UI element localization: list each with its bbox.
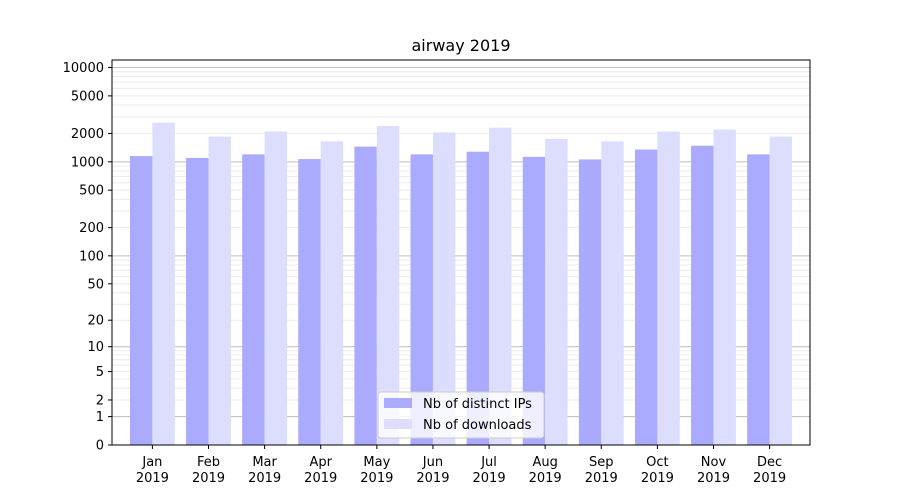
x-tick-label-month: Oct [646, 455, 668, 470]
x-tick-label-year: 2019 [585, 471, 618, 486]
bar-downloads [601, 141, 624, 445]
y-tick-label: 10000 [63, 61, 104, 76]
x-tick-label-month: Jul [480, 455, 497, 470]
x-tick-label-year: 2019 [248, 471, 281, 486]
x-tick-label-year: 2019 [360, 471, 393, 486]
x-tick-label-month: Mar [252, 455, 277, 470]
x-tick-label-year: 2019 [529, 471, 562, 486]
x-tick-label-year: 2019 [697, 471, 730, 486]
y-axis: 0 1 2 5 10 20 50 100 200 500 1000 2000 5000 10000 [63, 61, 112, 454]
bar-distinct-ips [634, 149, 658, 445]
x-tick-label-year: 2019 [304, 471, 337, 486]
bar-distinct-ips [242, 154, 265, 446]
x-tick-label-year: 2019 [136, 471, 169, 486]
chart-title: airway 2019 [412, 36, 511, 55]
bar-downloads [432, 132, 456, 445]
legend-label-distinct-ips: Nb of distinct IPs [423, 397, 532, 412]
x-tick-label-month: May [363, 455, 390, 470]
y-tick-label: 5000 [71, 89, 104, 104]
x-tick-label-year: 2019 [473, 471, 506, 486]
x-tick-label-year: 2019 [416, 471, 449, 486]
bar-downloads [208, 136, 231, 445]
bar-downloads [264, 131, 288, 445]
bar-downloads [657, 131, 680, 445]
y-tick-label: 5 [96, 365, 104, 380]
bar-distinct-ips [691, 145, 714, 446]
bar-downloads [713, 129, 736, 445]
legend-label-downloads: Nb of downloads [423, 418, 532, 433]
x-tick-label-year: 2019 [641, 471, 674, 486]
bar-distinct-ips [354, 146, 377, 445]
bar-distinct-ips [186, 157, 209, 446]
legend: Nb of distinct IPs Nb of downloads [377, 391, 545, 439]
x-axis: Jan2019Feb2019Mar2019Apr2019May2019Jun20… [136, 445, 786, 486]
bar-downloads [489, 127, 512, 445]
bar-downloads [376, 125, 400, 445]
x-tick-label-month: Nov [701, 455, 727, 470]
x-tick-label-year: 2019 [192, 471, 225, 486]
bar-downloads [152, 122, 175, 446]
y-tick-label: 1 [96, 410, 104, 425]
x-tick-label-year: 2019 [753, 471, 786, 486]
legend-swatch-distinct-ips [384, 398, 412, 408]
bar-downloads [769, 136, 793, 445]
bar-distinct-ips [747, 154, 770, 446]
y-tick-label: 200 [79, 221, 104, 236]
x-tick-label-month: Dec [757, 455, 782, 470]
x-tick-label-month: Feb [197, 455, 220, 470]
bars [129, 122, 793, 446]
legend-box [377, 391, 545, 439]
y-tick-label: 20 [87, 314, 104, 329]
x-tick-label-month: Sep [589, 455, 614, 470]
y-tick-label: 500 [79, 184, 104, 199]
bar-distinct-ips [129, 156, 153, 445]
x-tick-label-month: Apr [309, 455, 332, 470]
bar-distinct-ips [522, 156, 546, 445]
legend-swatch-downloads [384, 419, 412, 429]
bar-downloads [545, 138, 568, 445]
y-tick-label: 10 [87, 340, 104, 355]
y-tick-label: 0 [96, 439, 104, 454]
y-tick-label: 100 [79, 249, 104, 264]
x-tick-label-month: Aug [532, 455, 557, 470]
bar-downloads [320, 141, 344, 445]
x-tick-label-month: Jan [141, 455, 162, 470]
x-tick-label-month: Jun [422, 455, 443, 470]
bar-distinct-ips [578, 159, 602, 445]
plot-frame [111, 59, 811, 446]
y-tick-label: 50 [87, 277, 104, 292]
bar-distinct-ips [298, 159, 321, 445]
bar-distinct-ips [466, 151, 490, 445]
y-tick-label: 2 [96, 393, 104, 408]
y-tick-label: 1000 [71, 155, 104, 170]
bar-distinct-ips [410, 154, 433, 446]
y-tick-label: 2000 [71, 127, 104, 142]
